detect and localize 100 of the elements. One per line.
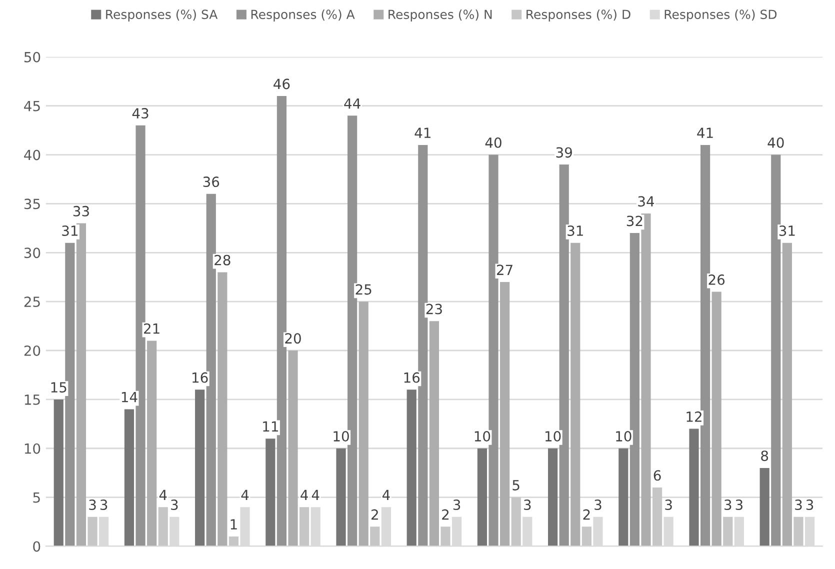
data-label: 3: [89, 500, 96, 510]
data-label: 3: [806, 500, 814, 510]
data-label: 2: [442, 509, 449, 520]
bar: [195, 390, 205, 546]
data-label: 25: [356, 284, 372, 295]
data-label: 8: [761, 450, 768, 462]
data-label: 3: [100, 500, 108, 510]
bar: [348, 116, 358, 546]
data-label: 31: [568, 225, 583, 236]
legend-label: Responses (%) D: [526, 9, 630, 22]
data-label: 28: [214, 254, 230, 266]
y-tick-label: 45: [24, 100, 40, 112]
data-label: 41: [414, 128, 430, 138]
data-label: 27: [496, 264, 512, 275]
bar: [300, 507, 310, 546]
data-label: 4: [159, 490, 167, 500]
data-label: 36: [203, 176, 220, 188]
bar: [429, 321, 439, 546]
bar: [794, 516, 804, 546]
data-label: 14: [122, 392, 138, 402]
data-label: 10: [545, 431, 561, 442]
bar: [641, 213, 651, 546]
bar: [689, 428, 699, 546]
data-label: 40: [485, 137, 502, 148]
y-tick-label: 40: [24, 150, 40, 160]
bar: [418, 144, 428, 546]
bar: [358, 302, 368, 546]
bar: [336, 448, 346, 546]
data-label: 34: [638, 196, 654, 207]
bar: [276, 96, 287, 546]
bar: [206, 194, 216, 546]
y-tick-label: 35: [24, 198, 40, 210]
y-tick-label: 10: [24, 443, 40, 454]
data-label: 6: [654, 470, 661, 481]
bar: [559, 164, 569, 546]
bar: [158, 507, 168, 546]
data-label: 3: [171, 500, 178, 510]
data-label: 23: [426, 304, 442, 314]
bar: [652, 488, 662, 546]
data-label: 2: [372, 509, 378, 520]
legend-label: Responses (%) A: [251, 9, 355, 22]
bar: [630, 233, 640, 546]
data-label: 10: [616, 431, 632, 442]
bar: [136, 125, 146, 546]
data-label: 44: [344, 98, 360, 109]
data-label: 16: [404, 372, 420, 383]
data-label: 39: [556, 147, 572, 158]
data-label: 3: [736, 500, 742, 510]
data-label: 40: [768, 137, 784, 148]
bar: [218, 272, 228, 546]
data-label: 10: [474, 431, 490, 442]
data-label: 20: [285, 333, 301, 344]
legend-label: Responses (%) SD: [664, 9, 777, 22]
data-label: 12: [686, 411, 702, 422]
bar: [618, 448, 628, 546]
y-tick-label: 50: [24, 52, 40, 62]
bar: [700, 144, 710, 546]
bar: [782, 242, 792, 546]
bar: [500, 282, 510, 546]
bar: [288, 350, 298, 546]
bar: [266, 438, 276, 546]
data-label: 16: [192, 372, 208, 383]
bar: [370, 526, 380, 546]
data-label: 46: [274, 78, 290, 90]
data-label: 31: [779, 225, 795, 236]
data-label: 26: [708, 274, 725, 285]
bar: [54, 399, 64, 546]
bar: [760, 468, 770, 546]
bar: [771, 154, 781, 546]
data-label: 5: [512, 480, 520, 490]
data-label: 33: [73, 206, 89, 216]
y-tick-label: 0: [33, 541, 40, 552]
data-label: 4: [241, 490, 249, 500]
bar: [406, 390, 416, 546]
bar: [548, 448, 558, 546]
data-label: 15: [51, 382, 66, 393]
bar: [570, 242, 580, 546]
data-label: 3: [524, 500, 531, 510]
data-label: 3: [724, 500, 732, 510]
data-label: 41: [697, 128, 713, 138]
data-label: 4: [382, 490, 390, 500]
bar: [582, 526, 592, 546]
bar: [488, 154, 498, 546]
bar: [477, 448, 488, 546]
bar: [65, 242, 75, 546]
data-label: 31: [62, 225, 78, 236]
data-label: 1: [230, 519, 237, 530]
data-label: 3: [795, 500, 802, 510]
data-label: 11: [263, 421, 278, 432]
bar: [511, 497, 521, 546]
bar: [723, 516, 733, 546]
bar: [88, 516, 98, 546]
data-label: 2: [583, 509, 590, 520]
bar: [76, 223, 86, 546]
y-tick-label: 15: [24, 394, 40, 405]
bar: [124, 409, 134, 546]
y-tick-label: 25: [24, 296, 40, 308]
data-label: 4: [312, 490, 320, 500]
bar: [712, 292, 722, 546]
bar: [228, 536, 239, 546]
